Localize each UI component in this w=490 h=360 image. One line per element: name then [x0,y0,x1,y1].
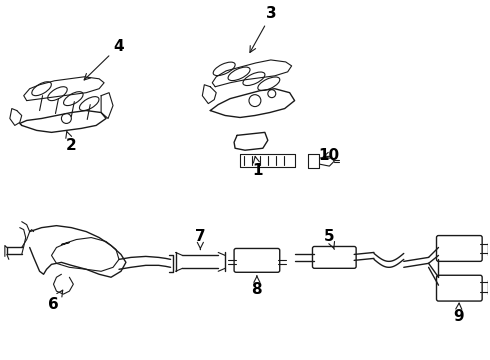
Text: 8: 8 [251,276,262,297]
Text: 1: 1 [253,156,263,177]
Text: 9: 9 [453,303,464,324]
Text: 7: 7 [195,229,206,249]
Text: 5: 5 [324,229,335,249]
Text: 2: 2 [66,131,77,153]
Text: 10: 10 [319,148,340,163]
Text: 4: 4 [84,39,124,80]
Text: 6: 6 [48,290,63,311]
Text: 3: 3 [250,6,277,53]
